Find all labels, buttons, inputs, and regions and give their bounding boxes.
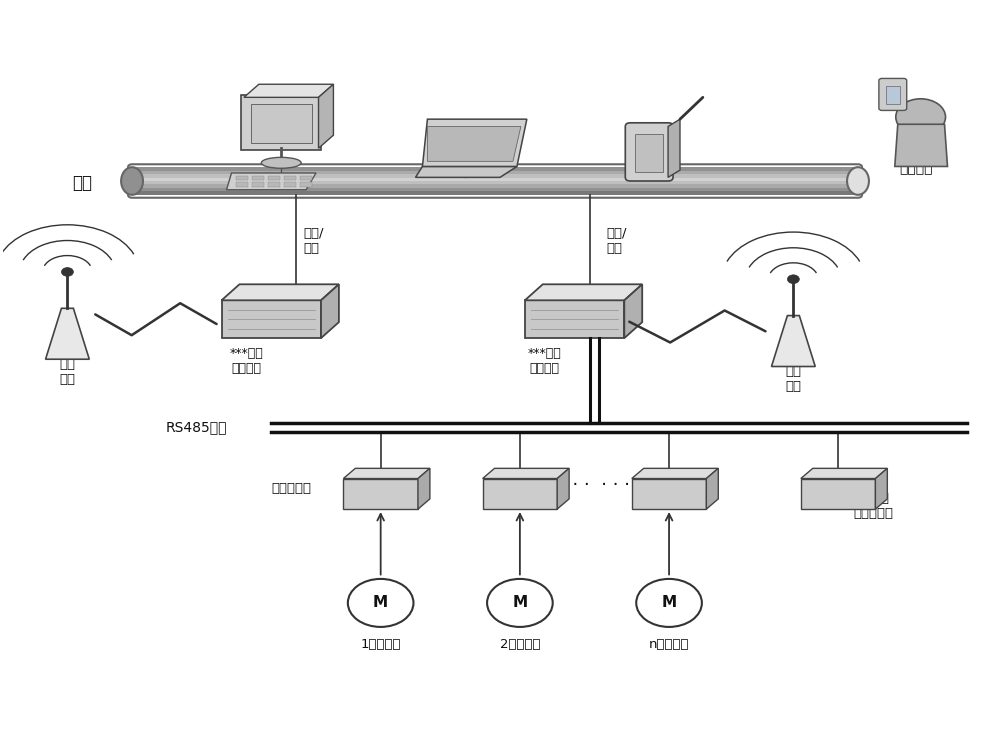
Polygon shape [415,166,517,177]
Bar [132,177,858,181]
Bar [343,479,418,509]
Text: RS485接口: RS485接口 [166,420,227,434]
Polygon shape [422,119,527,166]
Text: ***泵站
组网模块: ***泵站 组网模块 [230,347,263,375]
Bar [284,176,296,180]
Polygon shape [46,309,89,359]
Circle shape [896,99,946,135]
Polygon shape [483,468,569,479]
Bar [251,104,312,143]
Polygon shape [418,468,430,509]
Text: 1号排水泵: 1号排水泵 [360,638,401,651]
Text: 无线
发射: 无线 发射 [59,358,75,386]
FancyBboxPatch shape [241,95,321,150]
Polygon shape [875,468,887,509]
Bar [483,479,557,509]
Bar [300,183,312,187]
Text: 网络: 网络 [72,174,92,192]
Polygon shape [624,284,642,338]
Bar [132,181,858,185]
Ellipse shape [261,158,301,169]
Ellipse shape [847,167,869,195]
Polygon shape [895,125,948,166]
Text: 网线/
光纤: 网线/ 光纤 [606,227,627,255]
Polygon shape [771,316,815,366]
Polygon shape [668,119,680,177]
Bar [635,133,663,172]
Ellipse shape [121,167,143,195]
Polygon shape [632,468,718,479]
Bar [132,191,858,195]
Bar [132,171,858,174]
Text: M: M [512,595,527,611]
Bar [886,86,900,104]
Circle shape [787,275,799,284]
Polygon shape [227,173,316,190]
Circle shape [348,579,413,627]
Bar [236,183,248,187]
Text: ***泵站
组网模块: ***泵站 组网模块 [528,347,562,375]
Bar [632,479,706,509]
Polygon shape [525,284,642,301]
Polygon shape [319,84,333,148]
Text: · · ·  · · ·: · · · · · · [561,476,630,494]
Bar [132,185,858,188]
Text: 2号排水泵: 2号排水泵 [500,638,540,651]
Bar [132,174,858,177]
Bar [268,183,280,187]
Polygon shape [222,284,339,301]
Polygon shape [321,284,339,338]
Bar [222,301,321,338]
Bar [268,176,280,180]
Circle shape [636,579,702,627]
Polygon shape [244,84,333,97]
Bar [525,301,624,338]
Polygon shape [343,468,430,479]
Text: 网线/
光纤: 网线/ 光纤 [303,227,324,255]
Bar [236,176,248,180]
Text: n号排水泵: n号排水泵 [649,638,689,651]
Polygon shape [427,127,521,161]
Polygon shape [557,468,569,509]
Circle shape [487,579,553,627]
Text: M: M [661,595,677,611]
Bar [252,176,264,180]
Text: 无线
发射: 无线 发射 [785,365,801,393]
FancyBboxPatch shape [625,123,673,181]
Polygon shape [706,468,718,509]
Circle shape [61,268,73,276]
Bar [300,176,312,180]
Bar [132,188,858,191]
Text: M: M [373,595,388,611]
FancyBboxPatch shape [879,78,907,111]
Polygon shape [801,468,887,479]
Bar [801,479,875,509]
Bar [252,183,264,187]
Text: 巡检人员: 巡检人员 [899,161,932,175]
Bar [132,167,858,171]
Text: 其他价器
设备或装置: 其他价器 设备或装置 [853,492,893,520]
Text: 水泵保护器: 水泵保护器 [271,482,311,496]
Bar [284,183,296,187]
